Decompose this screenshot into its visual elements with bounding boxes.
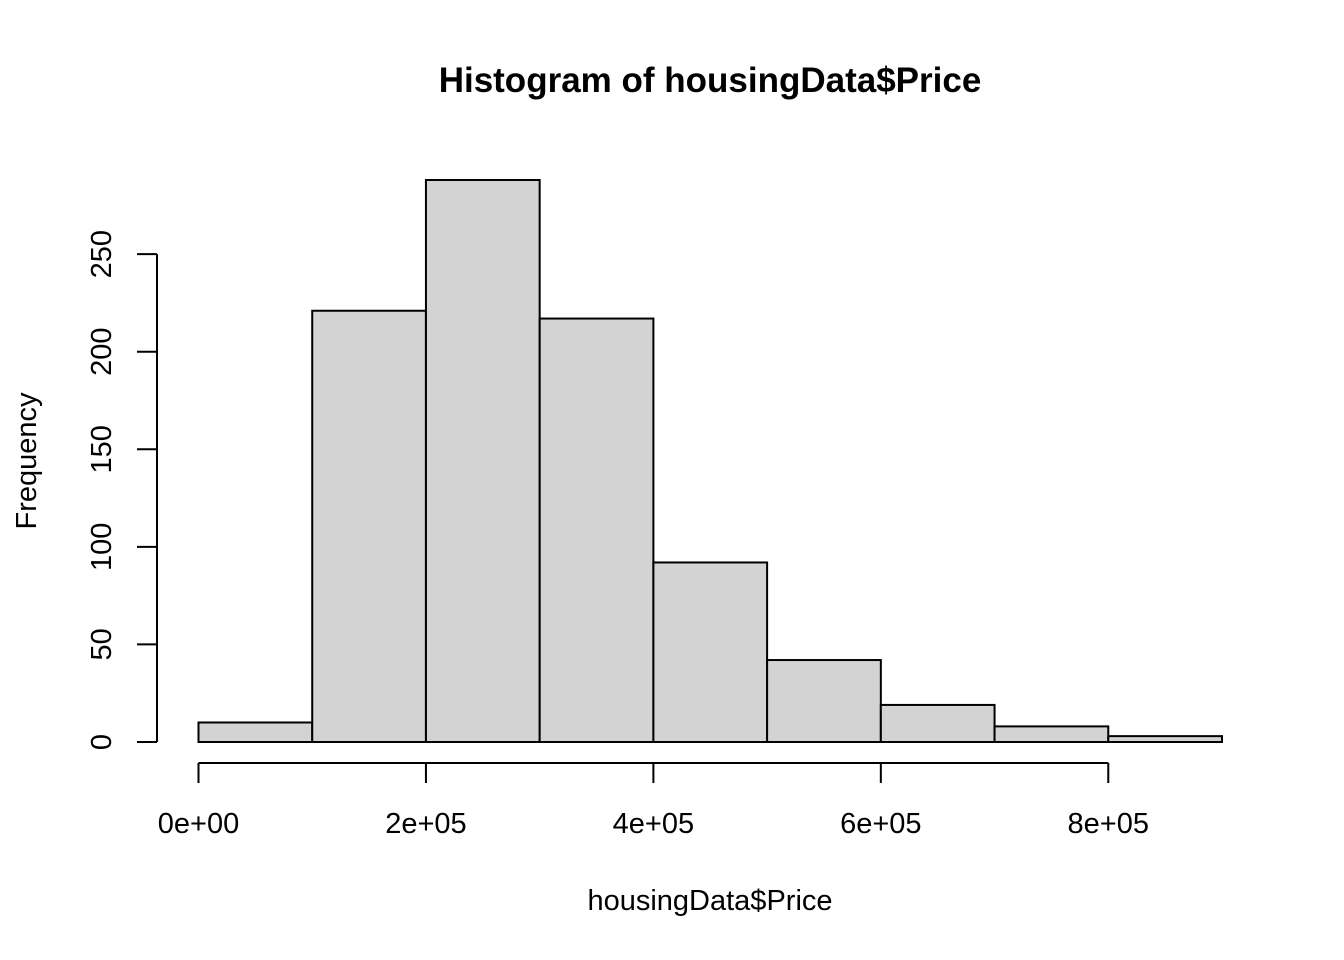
x-axis-label: housingData$Price (587, 885, 832, 917)
histogram-bar (538, 317, 655, 743)
bars-group (197, 179, 1224, 744)
x-tick-label: 8e+05 (1068, 808, 1149, 840)
chart-title: Histogram of housingData$Price (439, 61, 982, 100)
y-tick-label: 100 (86, 523, 118, 571)
histogram-bar (879, 703, 996, 743)
histogram-bar (766, 659, 882, 744)
x-tick-label: 6e+05 (840, 808, 921, 840)
x-tick-label: 0e+00 (158, 808, 239, 840)
x-tick-label: 4e+05 (613, 808, 694, 840)
histogram-bar (652, 561, 769, 743)
histogram-bar (424, 179, 541, 743)
y-tick-label: 0 (86, 734, 118, 750)
histogram-bar (1107, 735, 1224, 743)
y-axis: 0 50 100 150 200 250 (86, 230, 158, 750)
y-axis-label: Frequency (11, 392, 43, 530)
x-axis: 0e+00 2e+05 4e+05 6e+05 8e+05 (158, 762, 1149, 840)
histogram-bar (197, 721, 314, 743)
y-tick-label: 50 (86, 628, 118, 660)
histogram-bar (311, 309, 427, 743)
histogram-bar (993, 725, 1110, 744)
x-tick-label: 2e+05 (385, 808, 466, 840)
y-tick-label: 200 (86, 328, 118, 376)
y-tick-label: 250 (86, 230, 118, 278)
y-tick-label: 150 (86, 425, 118, 473)
